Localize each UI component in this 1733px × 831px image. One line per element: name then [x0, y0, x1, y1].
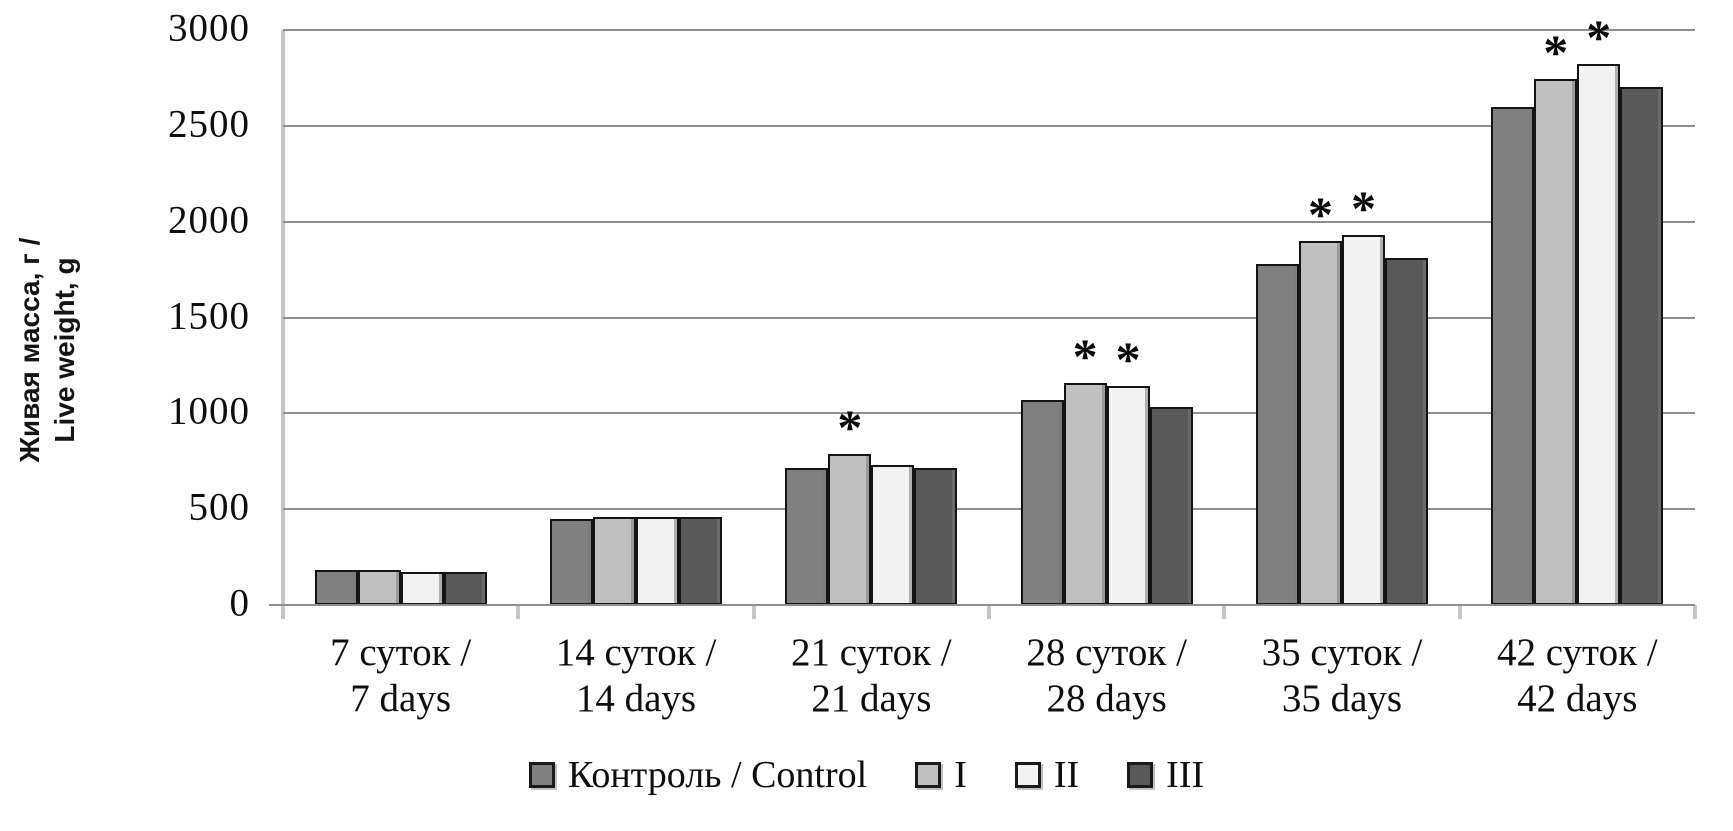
bar-III	[914, 468, 958, 605]
gridline	[283, 220, 1695, 223]
bar-II: *	[1577, 9, 1621, 605]
legend-item: Контроль / Control	[528, 753, 868, 797]
legend: Контроль / Control I II III	[0, 753, 1733, 797]
bar-group	[283, 30, 518, 605]
bar-II	[871, 465, 915, 605]
significance-asterisk: *	[1543, 24, 1569, 80]
bar-I: *	[1063, 328, 1107, 605]
plot-area: * * * * * * *	[283, 9, 1695, 605]
legend-label: III	[1166, 754, 1205, 796]
y-tick-label: 2000	[168, 198, 250, 242]
bar-II	[400, 572, 444, 605]
x-axis-labels: 7 суток /7 days 14 суток /14 days 21 суток…	[283, 630, 1695, 721]
x-axis-label-line: 7 days	[350, 676, 452, 720]
bar-III	[443, 572, 487, 605]
x-axis-label-line: 42 суток /	[1497, 631, 1658, 674]
legend-item: II	[1014, 753, 1080, 797]
x-axis-tick	[281, 605, 285, 619]
legend-item: III	[1127, 753, 1204, 797]
y-axis-title: Живая масса, г / Live weight, g	[0, 70, 94, 630]
x-axis-tick	[751, 605, 756, 619]
bar-III	[1620, 87, 1664, 605]
y-axis-line	[281, 30, 285, 619]
bar-group	[518, 30, 753, 605]
bar-Контроль / Control	[549, 519, 593, 605]
bar-II: *	[1106, 331, 1150, 605]
legend-swatch-icon	[1127, 762, 1154, 788]
bar-III	[1384, 258, 1428, 605]
x-axis-label: 35 суток /35 days	[1224, 630, 1459, 721]
gridline	[283, 508, 1695, 511]
x-axis-label-line: 21 суток /	[791, 631, 952, 674]
significance-asterisk: *	[1072, 328, 1098, 384]
bar-I: *	[1298, 186, 1342, 605]
bar-group: * *	[989, 30, 1224, 605]
x-axis-label-line: 21 days	[811, 676, 932, 720]
y-tick-label: 500	[188, 485, 250, 529]
gridline	[283, 316, 1695, 319]
x-axis-label-line: 14 суток /	[555, 631, 717, 674]
legend-label: Контроль / Control	[567, 754, 868, 796]
bar-Контроль / Control	[314, 570, 358, 605]
bar-Контроль / Control	[1020, 400, 1064, 605]
significance-asterisk: *	[837, 399, 863, 455]
x-axis-line	[269, 604, 1695, 606]
significance-asterisk: *	[1307, 186, 1333, 242]
y-tick-label: 2500	[168, 102, 250, 146]
x-axis-tick	[987, 605, 991, 619]
significance-asterisk: *	[1115, 331, 1141, 387]
y-tick-label: 1500	[168, 294, 250, 338]
y-tick-label: 0	[229, 581, 250, 625]
legend-label: I	[954, 754, 967, 796]
y-tick-label: 3000	[168, 6, 250, 50]
x-axis-label: 28 суток /28 days	[989, 630, 1224, 721]
x-axis-label: 7 суток /7 days	[283, 630, 518, 721]
legend-swatch-icon	[1014, 762, 1041, 788]
legend-swatch-icon	[528, 762, 555, 788]
legend-swatch-icon	[915, 762, 942, 788]
x-axis-label-line: 7 суток /	[330, 631, 472, 674]
gridline	[283, 412, 1695, 415]
significance-asterisk: *	[1350, 180, 1376, 236]
bar-I	[357, 570, 401, 605]
bar-group: *	[754, 30, 989, 605]
x-axis-label-line: 42 days	[1517, 676, 1638, 720]
bar-Контроль / Control	[1255, 264, 1299, 605]
bar-group: * *	[1224, 30, 1459, 605]
significance-asterisk: *	[1586, 9, 1612, 65]
x-axis-label-line: 14 days	[575, 676, 697, 720]
x-axis-label-line: 28 days	[1046, 676, 1167, 720]
x-axis-label-line: 35 суток /	[1261, 631, 1423, 674]
y-tick-label: 1000	[168, 390, 250, 434]
bar-III	[1149, 407, 1193, 605]
bar-I	[592, 517, 636, 605]
x-axis-label-line: 28 суток /	[1026, 631, 1187, 674]
x-axis-tick	[1222, 605, 1227, 619]
bar-II	[635, 517, 679, 605]
bar-Контроль / Control	[1491, 107, 1535, 605]
gridline	[283, 124, 1695, 127]
bar-III	[678, 517, 722, 605]
gridline	[283, 29, 1695, 31]
x-axis-label: 42 суток /42 days	[1460, 630, 1695, 721]
bar-I: *	[1534, 24, 1578, 605]
bar-group: * *	[1460, 9, 1695, 605]
x-axis-label: 21 суток /21 days	[754, 630, 989, 721]
x-axis-tick	[516, 605, 521, 619]
legend-item: I	[915, 753, 967, 797]
x-axis-label-line: 35 days	[1281, 676, 1403, 720]
x-axis-tick	[1457, 605, 1462, 619]
bar-I: *	[828, 399, 872, 605]
legend-label: II	[1053, 754, 1080, 796]
x-axis-tick	[1693, 605, 1697, 619]
x-axis-label: 14 суток /14 days	[518, 630, 753, 721]
bar-Контроль / Control	[785, 468, 829, 605]
bar-II: *	[1341, 180, 1385, 605]
